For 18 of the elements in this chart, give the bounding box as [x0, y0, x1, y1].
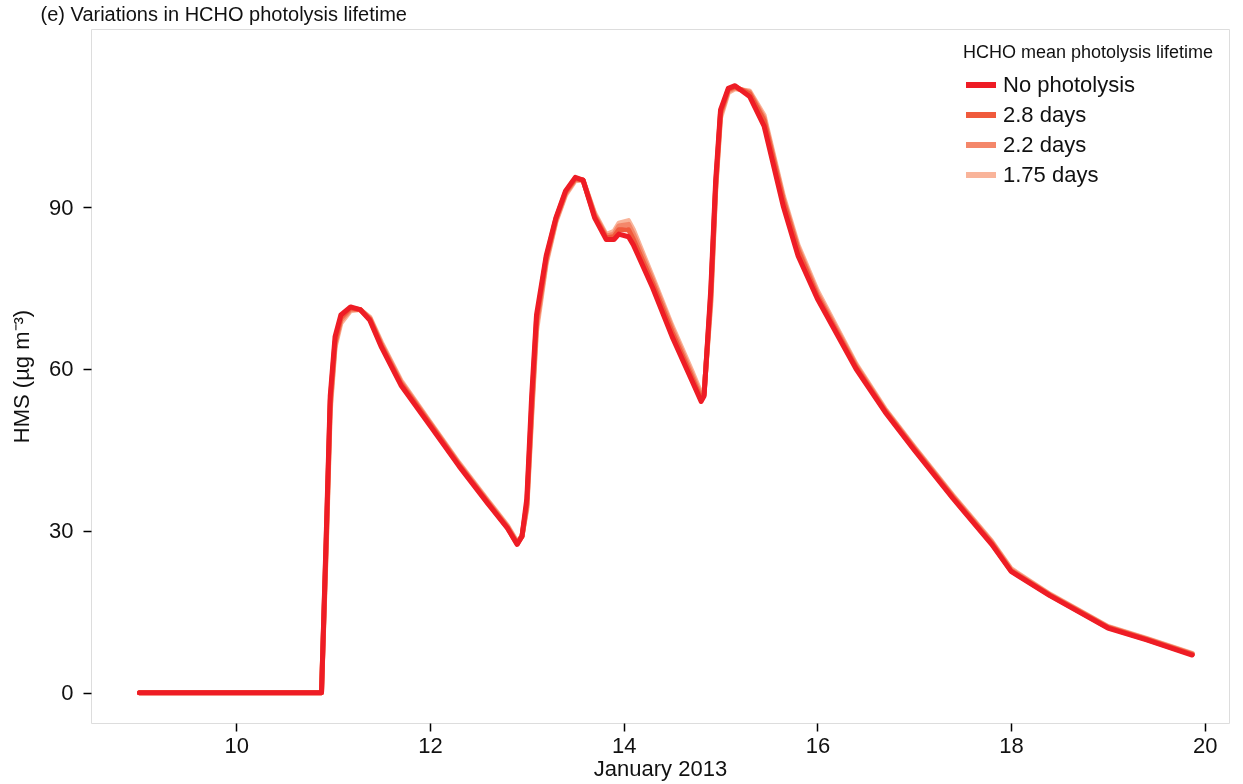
x-tick-label: 18 — [999, 732, 1024, 758]
y-tick-label: 90 — [49, 194, 74, 220]
legend-label: No photolysis — [1003, 72, 1136, 97]
x-tick-label: 14 — [611, 732, 637, 758]
legend-label: 2.2 days — [1003, 132, 1087, 157]
y-tick-label: 0 — [61, 680, 74, 706]
x-tick-label: 10 — [224, 732, 250, 758]
x-tick-label: 12 — [418, 732, 443, 758]
x-axis-title: January 2013 — [593, 755, 728, 781]
y-axis-title: HMS (µg m⁻³) — [9, 309, 35, 444]
legend-label: 1.75 days — [1003, 162, 1099, 187]
x-tick-label: 16 — [805, 732, 831, 758]
legend-label: 2.8 days — [1003, 102, 1087, 127]
legend-title: HCHO mean photolysis lifetime — [963, 42, 1214, 62]
chart-title: (e) Variations in HCHO photolysis lifetime — [40, 3, 407, 25]
x-tick-label: 20 — [1193, 732, 1218, 758]
y-tick-label: 30 — [49, 518, 74, 544]
y-tick-label: 60 — [49, 356, 74, 382]
